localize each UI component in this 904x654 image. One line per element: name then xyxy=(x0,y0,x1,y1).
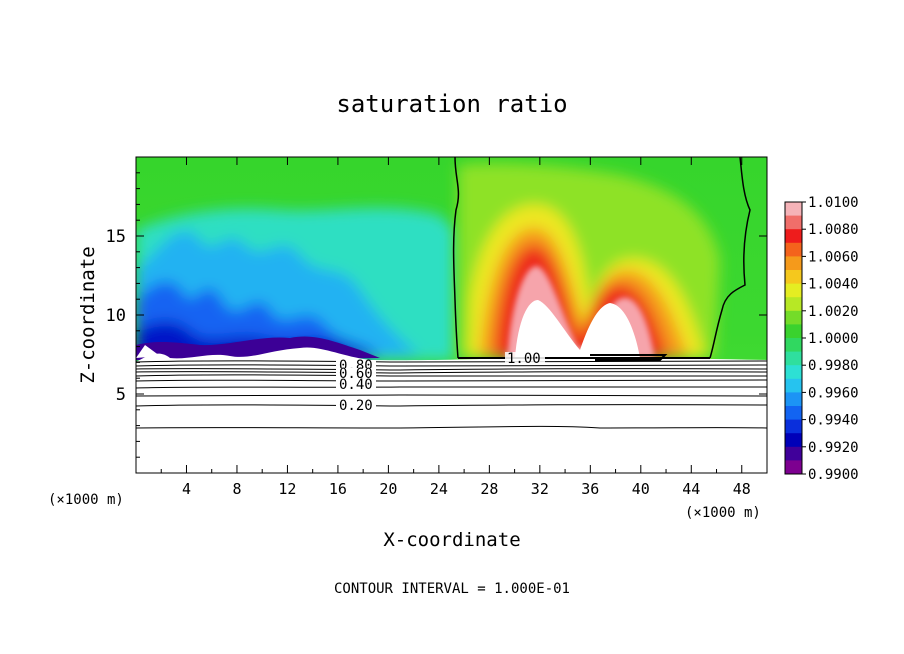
colorbar: 1.0100 1.0080 1.0060 1.0040 1.0020 1.0000 0.99… xyxy=(784,195,859,483)
colorbar-segment xyxy=(785,378,802,393)
colorbar-segment xyxy=(785,270,802,285)
colorbar-tick-label: 0.9960 xyxy=(808,385,859,401)
field-lower-domain xyxy=(136,347,767,473)
contour-label-1-00: 1.00 xyxy=(507,351,541,367)
colorbar-segment xyxy=(785,446,802,461)
colorbar-tick-label: 0.9900 xyxy=(808,467,859,483)
colorbar-tick-label: 0.9920 xyxy=(808,440,859,456)
colorbar-tick-label: 1.0000 xyxy=(808,331,859,347)
colorbar-segment xyxy=(785,283,802,298)
colorbar-segment xyxy=(785,392,802,407)
colorbar-segment xyxy=(785,460,802,475)
colorbar-tick-label: 1.0060 xyxy=(808,249,859,265)
x-tick-label-44: 44 xyxy=(682,480,700,498)
y-tick-label-5: 5 xyxy=(116,385,126,405)
colorbar-tick-label: 0.9980 xyxy=(808,358,859,374)
colorbar-segment xyxy=(785,433,802,448)
colorbar-segment xyxy=(785,310,802,325)
x-tick-label-24: 24 xyxy=(430,480,448,498)
colorbar-segment xyxy=(785,324,802,339)
y-axis: 5 10 15 xyxy=(106,172,767,458)
x-axis: 4 8 12 16 20 24 28 32 36 40 44 48 xyxy=(160,157,751,498)
contour-lines-lower xyxy=(136,360,767,429)
colorbar-segment xyxy=(785,406,802,421)
colorbar-segment xyxy=(785,229,802,244)
colorbar-segment xyxy=(785,202,802,217)
colorbar-segment xyxy=(785,351,802,366)
x-unit-label-right: (×1000 m) xyxy=(685,505,761,521)
contour-interval-note: CONTOUR INTERVAL = 1.000E-01 xyxy=(334,581,570,597)
colorbar-segment xyxy=(785,297,802,312)
x-tick-label-28: 28 xyxy=(480,480,498,498)
colorbar-segment xyxy=(785,419,802,434)
chart-title: saturation ratio xyxy=(336,90,567,118)
colorbar-tick-label: 1.0080 xyxy=(808,222,859,238)
plot-area xyxy=(136,157,767,473)
contour-label-0-40: 0.40 xyxy=(339,377,373,393)
y-tick-label-15: 15 xyxy=(106,227,126,247)
x-tick-label-16: 16 xyxy=(329,480,347,498)
colorbar-segment xyxy=(785,242,802,257)
x-tick-label-40: 40 xyxy=(632,480,650,498)
y-axis-label: Z-coordinate xyxy=(77,246,99,383)
colorbar-segment xyxy=(785,365,802,380)
contour-label-0-20: 0.20 xyxy=(339,398,373,414)
contour-line-1-00-blob xyxy=(590,354,668,361)
x-tick-label-12: 12 xyxy=(278,480,296,498)
x-tick-label-36: 36 xyxy=(581,480,599,498)
colorbar-tick-label: 1.0040 xyxy=(808,277,859,293)
x-axis-label: X-coordinate xyxy=(383,529,520,551)
colorbar-tick-label: 1.0100 xyxy=(808,195,859,211)
x-tick-label-32: 32 xyxy=(531,480,549,498)
x-tick-label-4: 4 xyxy=(182,480,191,498)
y-tick-label-10: 10 xyxy=(106,306,126,326)
x-tick-label-48: 48 xyxy=(733,480,751,498)
x-tick-label-8: 8 xyxy=(232,480,241,498)
contour-line-1-00-left xyxy=(452,157,460,359)
colorbar-segment xyxy=(785,338,802,353)
colorbar-tick-label: 1.0020 xyxy=(808,304,859,320)
field-saturated-region xyxy=(515,300,640,358)
colorbar-tick-label: 0.9940 xyxy=(808,413,859,429)
contour-labels: 0.80 0.60 0.40 0.20 1.00 xyxy=(336,351,545,414)
contour-line-1-00-right xyxy=(709,157,751,359)
x-unit-label-left: (×1000 m) xyxy=(48,492,124,508)
x-tick-label-20: 20 xyxy=(379,480,397,498)
colorbar-segment xyxy=(785,256,802,271)
colorbar-segment xyxy=(785,215,802,230)
